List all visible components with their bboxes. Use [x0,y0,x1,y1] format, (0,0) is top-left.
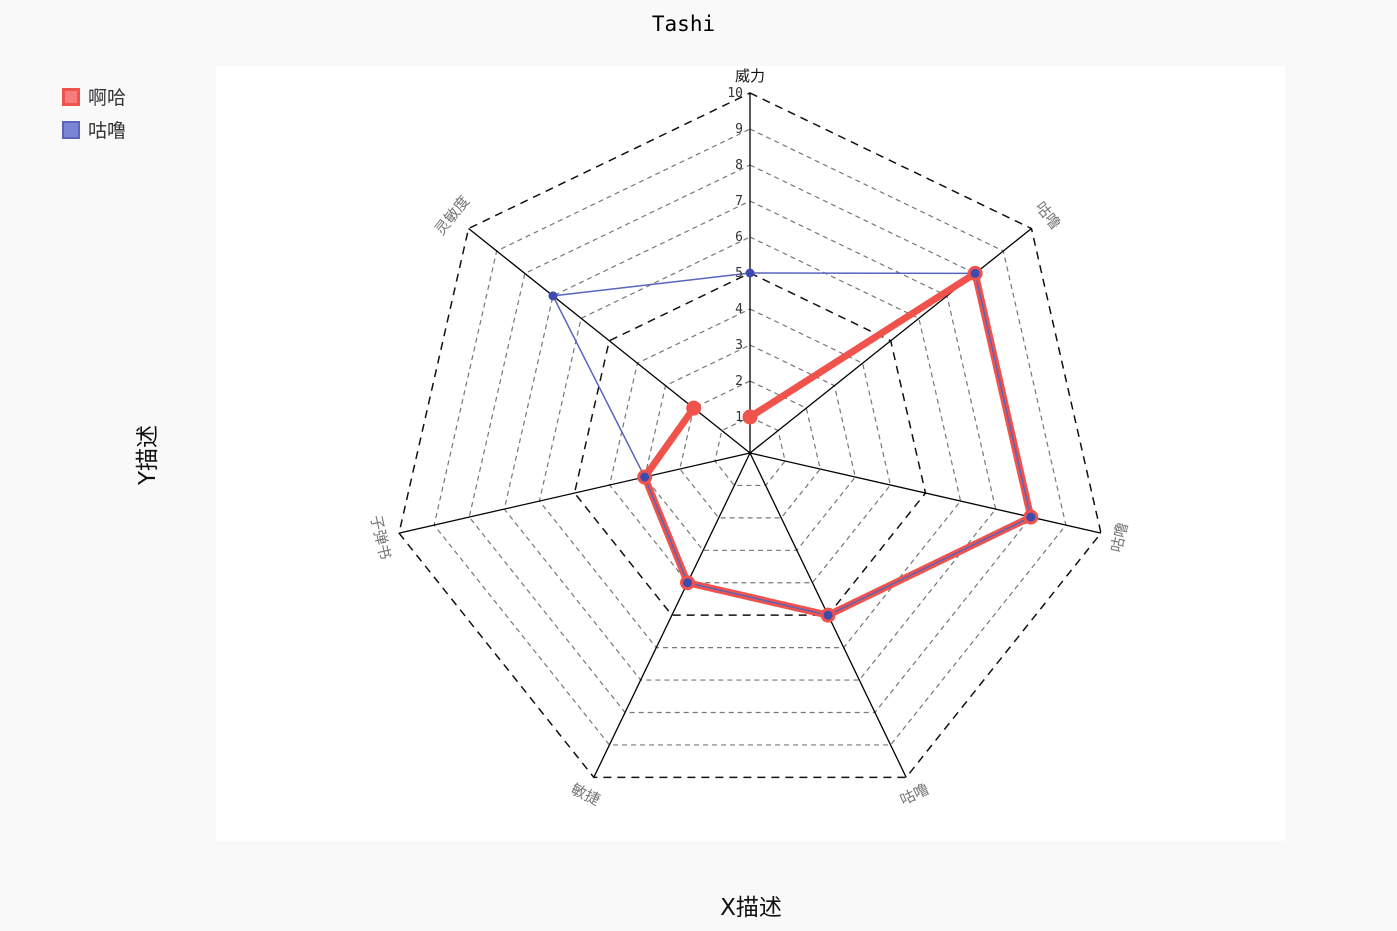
grid-ring-9 [433,128,1067,746]
radial-tick-7: 7 [735,194,743,209]
data-point-gulu-0 [745,268,755,278]
legend-label-gulu: 咕噜 [88,120,127,142]
grid-ring-10 [398,92,1102,779]
radial-tick-6: 6 [735,230,743,245]
data-point-aha-0 [742,409,758,425]
legend-item-aha[interactable]: 啊哈 [62,80,126,113]
axis-label-5: 子弹书 [367,513,395,561]
data-point-gulu-6 [548,291,558,301]
radar-series [548,265,1039,623]
grid-ring-5 [573,272,927,616]
legend-swatch-aha [62,87,80,106]
legend-swatch-gulu [62,120,80,139]
grid-ring-3 [644,344,856,551]
x-axis-label: X描述 [720,895,782,921]
grid-ring-6 [538,236,962,649]
radial-tick-9: 9 [735,122,743,137]
grid-ring-4 [608,308,892,584]
axis-label-1: 咕噜 [1031,198,1064,233]
grid-ring-2 [679,380,821,519]
data-point-gulu-1 [970,268,980,278]
data-point-gulu-2 [1026,512,1036,522]
axis-label-3: 咕噜 [897,780,932,809]
series-line-gulu [551,272,1032,616]
radial-tick-10: 10 [727,86,743,101]
radial-tick-3: 3 [735,338,743,353]
radial-tick-4: 4 [735,302,743,317]
legend-label-aha: 啊哈 [88,87,127,109]
axis-line-5 [398,452,751,534]
grid-ring-1 [714,416,786,487]
radial-tick-1: 1 [735,410,743,425]
grid-ring-7 [503,200,997,681]
axis-label-0: 威力 [735,67,765,85]
radar-axes [398,93,1102,778]
data-point-gulu-5 [640,472,650,482]
legend-item-gulu[interactable]: 咕噜 [62,113,126,146]
axis-label-4: 敏捷 [568,780,603,809]
legend: 啊哈 咕噜 [62,80,126,146]
data-point-aha-6 [686,400,702,416]
data-point-gulu-4 [683,578,693,588]
radial-tick-2: 2 [735,374,743,389]
chart-title: Tashi [651,12,716,36]
data-point-gulu-3 [823,610,833,620]
radial-tick-8: 8 [735,158,743,173]
axis-label-6: 灵敏度 [431,192,473,238]
radial-tick-5: 5 [735,266,743,281]
series-line-aha [641,269,1035,619]
axis-line-1 [749,228,1032,454]
axis-line-4 [593,452,751,778]
axis-line-6 [468,228,751,454]
radar-grid [398,92,1102,779]
axis-line-2 [749,452,1102,534]
y-axis-label: Y描述 [135,424,161,486]
axis-label-2: 咕噜 [1107,521,1131,554]
